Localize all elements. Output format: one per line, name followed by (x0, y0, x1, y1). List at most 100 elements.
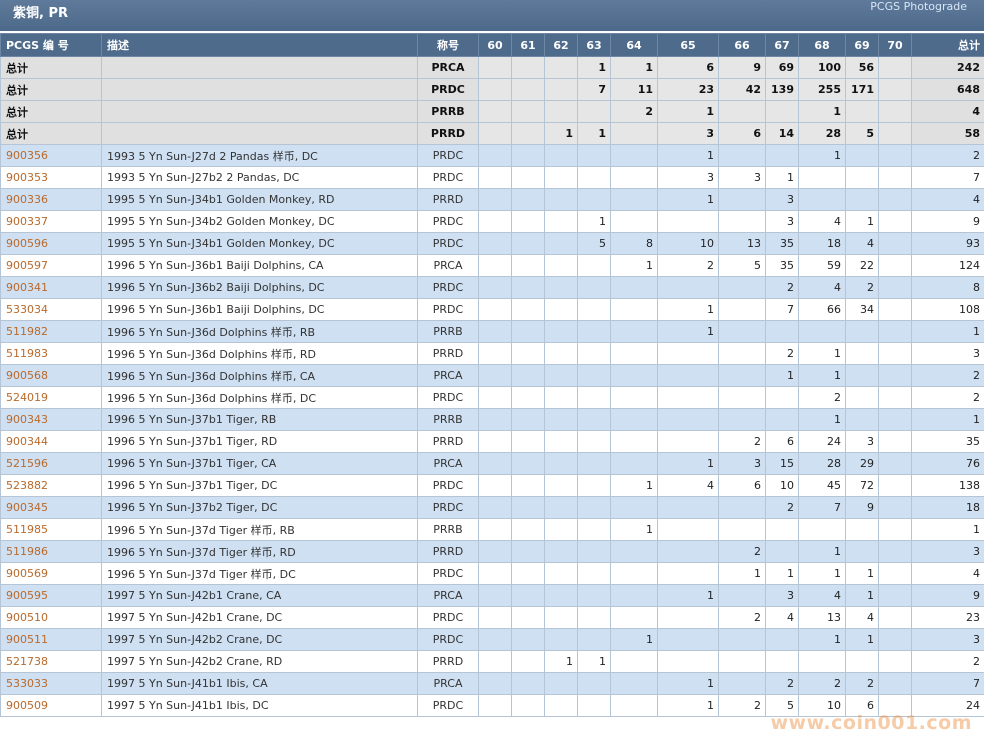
total-count-cell: 93 (911, 232, 984, 255)
pcgs-number-link[interactable]: 900344 (6, 435, 48, 448)
grade-count-cell: 5 (765, 694, 799, 717)
designation-cell: PRDC (417, 386, 479, 409)
pcgs-number-link[interactable]: 533034 (6, 303, 48, 316)
description-cell: 1996 5 Yn Sun-J36d Dolphins 样币, RD (101, 342, 418, 365)
total-row: 总计 PRCA 1 1 6 9 69 100 56 242 (0, 56, 984, 79)
table-row: 900511 1997 5 Yn Sun-J42b2 Crane, DC PRDC 1… (0, 628, 984, 651)
total-count-cell: 4 (911, 188, 984, 211)
grade-count-cell (657, 408, 719, 431)
designation-cell: PRDC (417, 496, 479, 519)
grade-count-cell (878, 628, 912, 651)
total-count-cell: 242 (911, 56, 984, 79)
grade-count-cell: 2 (765, 276, 799, 299)
grade-count-cell (878, 144, 912, 167)
grade-count-cell: 1 (657, 320, 719, 343)
grade-count-cell (878, 254, 912, 277)
pcgs-number-link[interactable]: 523882 (6, 479, 48, 492)
grade-count-cell (845, 144, 879, 167)
photograde-link[interactable]: PCGS Photograde (870, 0, 967, 13)
grade-count-cell: 13 (718, 232, 766, 255)
grade-count-cell (718, 584, 766, 607)
grade-count-cell (577, 298, 611, 321)
pcgs-number-link[interactable]: 533033 (6, 677, 48, 690)
grade-count-cell: 5 (718, 254, 766, 277)
designation-cell: PRRB (417, 320, 479, 343)
grade-count-cell: 2 (765, 672, 799, 695)
grade-count-cell (577, 144, 611, 167)
grade-count-cell: 1 (798, 628, 846, 651)
grade-count-cell: 5 (577, 232, 611, 255)
grade-count-cell (845, 408, 879, 431)
description-cell: 1996 5 Yn Sun-J37d Tiger 样币, RD (101, 540, 418, 563)
grade-count-cell (610, 122, 658, 145)
grade-count-cell (577, 430, 611, 453)
pcgs-number-link[interactable]: 511986 (6, 545, 48, 558)
grade-count-cell: 1 (657, 188, 719, 211)
pcgs-number-link[interactable]: 900569 (6, 567, 48, 580)
pcgs-number-link[interactable]: 900595 (6, 589, 48, 602)
grade-count-cell (845, 540, 879, 563)
total-count-cell: 1 (911, 320, 984, 343)
grade-count-cell: 2 (657, 254, 719, 277)
grade-count-cell (544, 540, 578, 563)
grade-count-cell (878, 122, 912, 145)
pcgs-number-link[interactable]: 900341 (6, 281, 48, 294)
pcgs-number-link[interactable]: 900510 (6, 611, 48, 624)
pcgs-number-link[interactable]: 521596 (6, 457, 48, 470)
pcgs-number-link[interactable]: 900568 (6, 369, 48, 382)
pcgs-number-link[interactable]: 900353 (6, 171, 48, 184)
grade-count-cell (610, 672, 658, 695)
pcgs-number-link[interactable]: 900336 (6, 193, 48, 206)
pcgs-number-link[interactable]: 521738 (6, 655, 48, 668)
grade-count-cell: 1 (610, 254, 658, 277)
pcgs-number-link[interactable]: 511982 (6, 325, 48, 338)
grade-count-cell: 255 (798, 78, 846, 101)
grade-count-cell (878, 452, 912, 475)
pcgs-number-link[interactable]: 900596 (6, 237, 48, 250)
pcgs-number-link[interactable]: 900511 (6, 633, 48, 646)
description-cell: 1997 5 Yn Sun-J42b2 Crane, DC (101, 628, 418, 651)
pcgs-number-link[interactable]: 900345 (6, 501, 48, 514)
grade-count-cell (511, 650, 545, 673)
title-bar: 紫铜, PR PCGS Photograde (0, 0, 984, 31)
grade-count-cell (511, 364, 545, 387)
pcgs-number-link[interactable]: 900597 (6, 259, 48, 272)
grade-count-cell (610, 188, 658, 211)
grade-count-cell (544, 210, 578, 233)
table-row: 900597 1996 5 Yn Sun-J36b1 Baiji Dolphins… (0, 254, 984, 277)
grade-count-cell (765, 144, 799, 167)
pcgs-number-link[interactable]: 900509 (6, 699, 48, 712)
grade-count-cell (878, 606, 912, 629)
pcgs-number-link[interactable]: 524019 (6, 391, 48, 404)
column-header-grade-68: 68 (798, 33, 846, 57)
column-header-total: 总计 (911, 33, 984, 57)
grade-count-cell: 6 (845, 694, 879, 717)
grade-count-cell: 3 (765, 584, 799, 607)
grade-count-cell: 171 (845, 78, 879, 101)
pcgs-number-cell: 900344 (0, 430, 102, 453)
grade-count-cell: 11 (610, 78, 658, 101)
grade-count-cell (511, 606, 545, 629)
pcgs-number-link[interactable]: 900337 (6, 215, 48, 228)
grade-count-cell (718, 518, 766, 541)
grade-count-cell (478, 100, 512, 123)
pcgs-number-cell: 521738 (0, 650, 102, 673)
grade-count-cell: 1 (610, 518, 658, 541)
grade-count-cell: 1 (577, 122, 611, 145)
pcgs-number-link[interactable]: 511983 (6, 347, 48, 360)
grade-count-cell: 3 (718, 452, 766, 475)
description-cell: 1996 5 Yn Sun-J37b1 Tiger, CA (101, 452, 418, 475)
grade-count-cell (511, 100, 545, 123)
pcgs-number-link[interactable]: 900356 (6, 149, 48, 162)
pcgs-number-link[interactable]: 511985 (6, 523, 48, 536)
pcgs-number-link[interactable]: 900343 (6, 413, 48, 426)
grade-count-cell (577, 474, 611, 497)
grade-count-cell: 2 (718, 540, 766, 563)
pcgs-number-cell: 511985 (0, 518, 102, 541)
grade-count-cell (511, 562, 545, 585)
grade-count-cell: 1 (657, 584, 719, 607)
total-description (101, 56, 418, 79)
description-cell: 1996 5 Yn Sun-J37b1 Tiger, RB (101, 408, 418, 431)
grade-count-cell (577, 188, 611, 211)
grade-count-cell (765, 386, 799, 409)
